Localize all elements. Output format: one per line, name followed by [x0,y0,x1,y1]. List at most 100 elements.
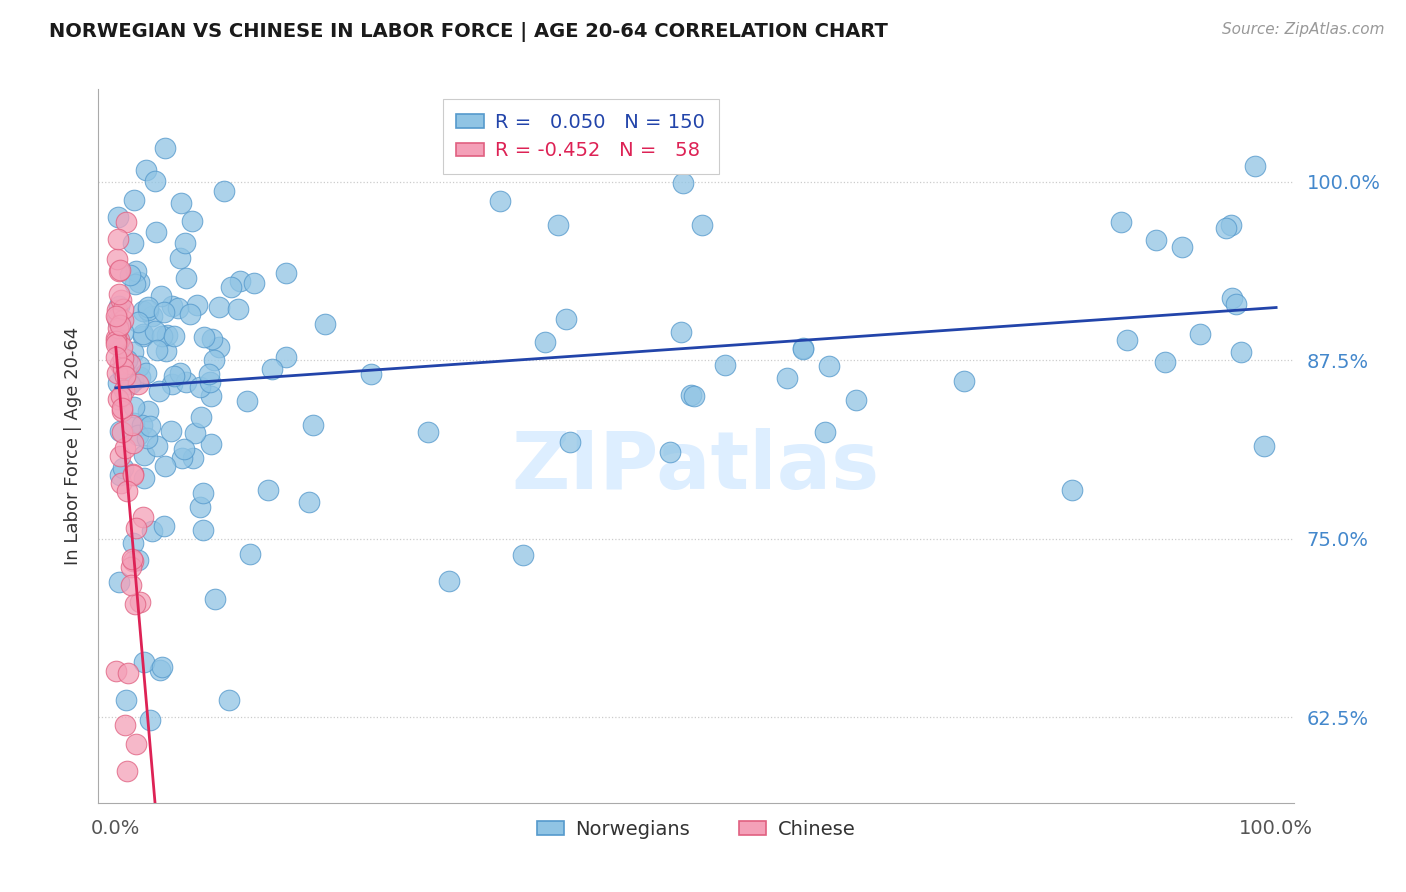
Point [125,737,148,751]
Point [136,404,159,418]
Point [180,214,202,228]
Point [219,280,242,294]
Point [236,393,259,408]
Point [190,410,212,425]
Point [132,471,155,485]
Point [191,523,214,537]
Point [107,376,129,390]
Point [136,303,159,318]
Point [110,475,132,490]
Point [200,389,222,403]
Point [120,268,142,282]
Point [152,518,174,533]
Point [672,176,695,190]
Point [1215,220,1237,235]
Point [149,838,172,853]
Point [120,869,142,883]
Point [135,431,157,445]
Point [1220,291,1243,305]
Point [121,551,143,566]
Point [132,304,155,318]
Point [122,374,145,388]
Point [658,445,681,459]
Point [120,358,142,372]
Point [135,162,157,177]
Point [122,467,145,482]
Point [679,388,702,402]
Point [200,375,222,389]
Point [146,440,169,454]
Point [163,329,186,343]
Point [200,437,222,451]
Point [121,435,143,450]
Point [132,326,155,341]
Point [132,448,155,462]
Point [495,132,517,146]
Point [150,289,173,303]
Point [127,316,149,330]
Point [104,309,127,323]
Point [226,301,249,316]
Point [107,392,129,406]
Point [108,262,131,277]
Point [114,693,136,707]
Point [114,717,136,731]
Point [714,358,737,372]
Point [218,693,240,707]
Point [122,536,145,550]
Point [1243,159,1265,173]
Point [120,377,142,392]
Point [547,218,569,232]
Point [115,483,138,498]
Point [132,655,155,669]
Point [179,306,201,320]
Point [488,194,510,209]
Point [112,351,135,366]
Point [120,578,142,592]
Point [128,275,150,289]
Point [107,232,129,246]
Point [212,184,235,198]
Point [243,276,266,290]
Point [124,597,146,611]
Point [127,377,149,392]
Point [129,369,152,384]
Legend: Norwegians, Chinese: Norwegians, Chinese [529,812,863,847]
Point [122,235,145,250]
Point [818,359,841,374]
Point [107,314,129,328]
Point [156,327,179,342]
Point [162,299,184,313]
Point [1109,215,1132,229]
Point [108,287,131,301]
Point [1116,333,1139,347]
Point [108,333,131,347]
Point [204,591,226,606]
Point [105,337,128,351]
Point [188,500,211,514]
Point [690,219,713,233]
Point [174,375,197,389]
Point [104,331,127,345]
Point [512,549,534,563]
Point [105,334,128,348]
Point [110,425,132,440]
Point [1225,297,1247,311]
Point [167,301,190,315]
Point [229,274,252,288]
Point [163,368,186,383]
Point [110,389,132,403]
Point [114,369,136,384]
Point [297,495,319,509]
Point [153,305,176,319]
Text: Source: ZipAtlas.com: Source: ZipAtlas.com [1222,22,1385,37]
Point [112,383,135,397]
Point [132,328,155,343]
Point [555,312,578,326]
Point [181,451,204,466]
Point [1062,483,1084,497]
Point [112,365,135,379]
Point [952,374,974,388]
Point [122,554,145,568]
Point [153,141,176,155]
